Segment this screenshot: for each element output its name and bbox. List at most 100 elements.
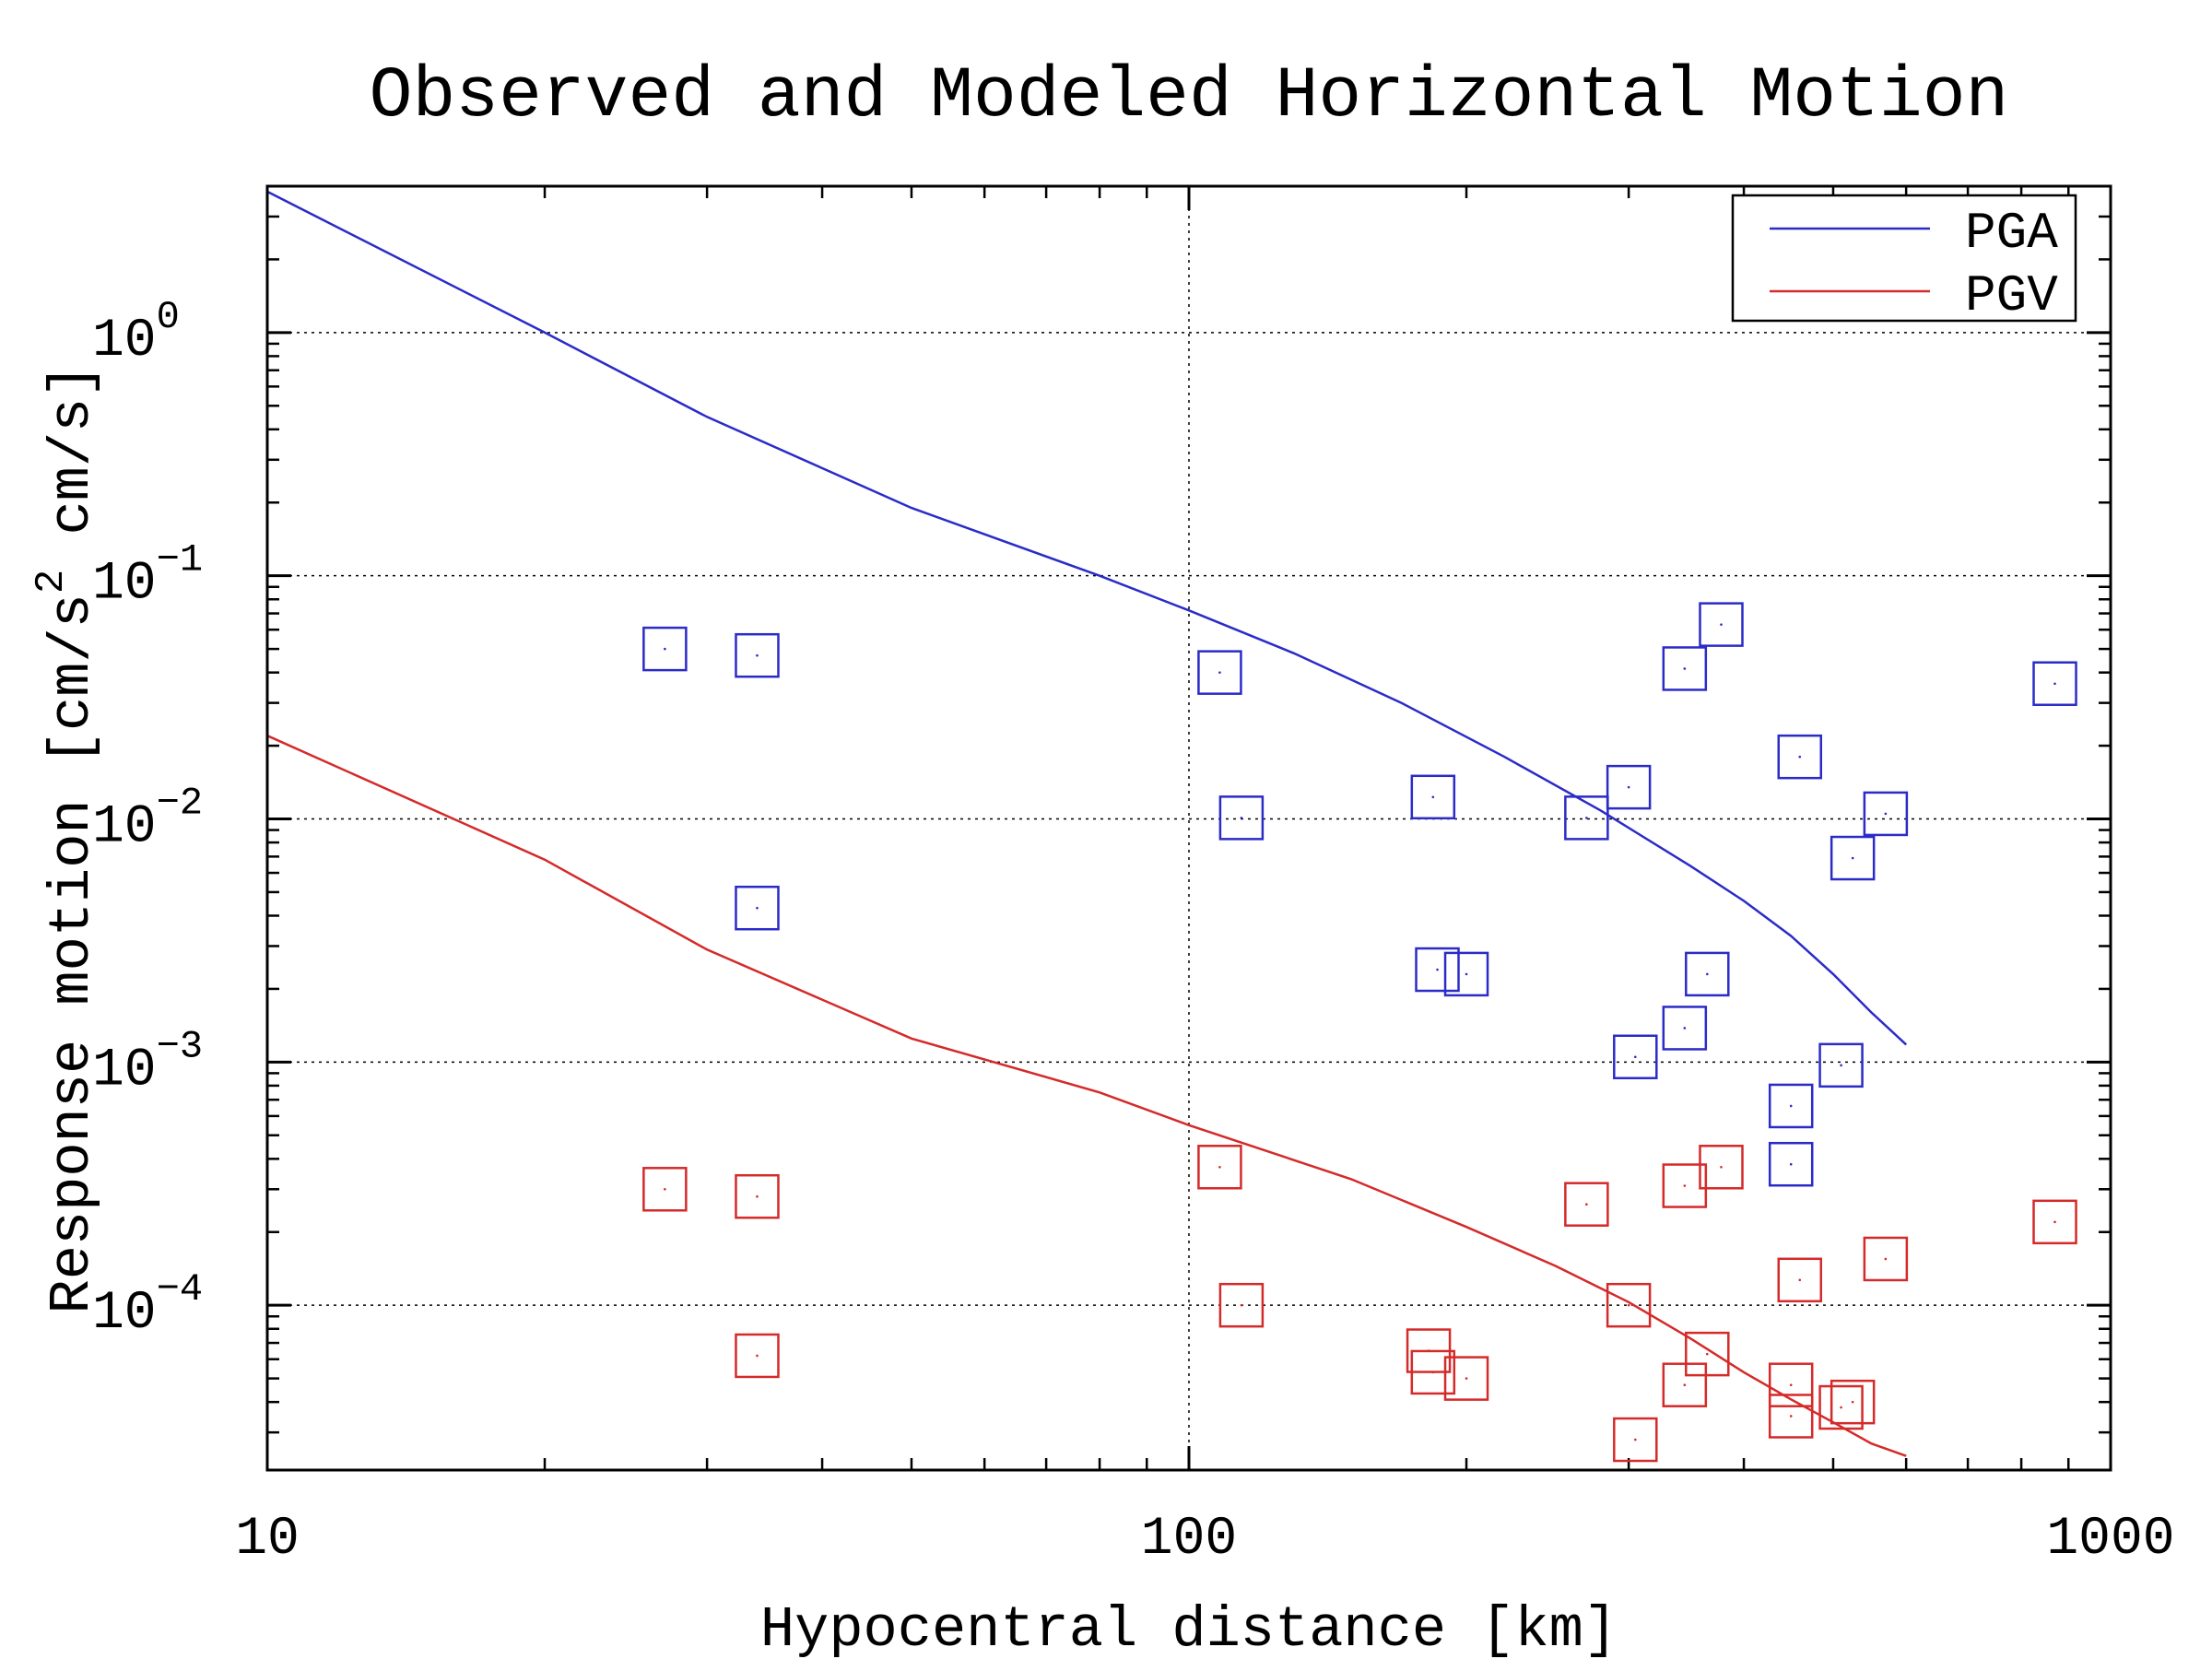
pgv-observed-point — [1768, 1362, 1814, 1407]
pga-observed-point — [1662, 646, 1708, 691]
pgv-observed-point-center — [1683, 1383, 1687, 1386]
pga-observed-point-center — [1683, 1027, 1687, 1030]
pgv-observed-point-center — [1840, 1406, 1842, 1409]
pga-observed-point-center — [1218, 671, 1221, 674]
y-tick-label-exponent: −1 — [157, 538, 203, 582]
y-tick-label-base: 10 — [92, 1041, 157, 1100]
pga-observed-point-center — [1705, 972, 1709, 976]
pgv-observed-point — [1685, 1331, 1730, 1377]
pgv-observed-point-center — [1789, 1415, 1793, 1418]
pgv-observed-point — [1613, 1417, 1658, 1463]
pga-observed-point — [1699, 602, 1744, 647]
pga-observed-point-center — [756, 653, 759, 657]
pga-observed-point — [1768, 1141, 1814, 1187]
pgv-observed-point — [1410, 1349, 1456, 1395]
pgv-observed-point — [1564, 1182, 1609, 1227]
plot-frame — [265, 184, 2112, 1472]
pgv-observed-point-center — [2053, 1220, 2056, 1224]
pga-observed-point-center — [756, 906, 759, 910]
pga-observed-point — [1768, 1083, 1814, 1129]
pga-observed-point — [1564, 795, 1609, 841]
pgv-observed-point — [1662, 1362, 1708, 1407]
y-tick-label: 10−2 — [92, 782, 203, 858]
pga-observed-point — [1830, 835, 1876, 881]
y-tick-label-exponent: −3 — [157, 1024, 203, 1068]
pga-observed-point-center — [664, 647, 666, 651]
y-tick-label-exponent: 0 — [157, 295, 180, 339]
pgv-observed-point — [1606, 1282, 1652, 1328]
pgv-observed-point — [1699, 1145, 1744, 1190]
pgv-observed-point — [1818, 1384, 1864, 1430]
chart-title: Observed and Modeled Horizontal Motion — [370, 56, 2009, 137]
y-tick-label-base: 10 — [92, 798, 157, 858]
pgv-observed-point-center — [1798, 1278, 1802, 1282]
pga-observed-point-center — [1585, 817, 1588, 819]
y-tick-label: 10−3 — [92, 1024, 203, 1100]
pga-observed-point-center — [1840, 1064, 1842, 1067]
pgv-observed-point — [1443, 1356, 1489, 1401]
pga-observed-point-center — [1627, 785, 1630, 789]
pga-observed-point-center — [1431, 795, 1435, 799]
pga-model-line — [266, 190, 1908, 1046]
pga-observed-point — [1606, 764, 1652, 810]
pga-observed-point-center — [2053, 682, 2056, 686]
legend-label-pga: PGA — [1965, 204, 2058, 263]
pga-observed-point-center — [1683, 667, 1687, 670]
pgv-observed-point-center — [756, 1354, 759, 1358]
pga-observed-point-center — [1240, 817, 1243, 819]
grid-lines — [267, 186, 2111, 1470]
pgv-observed-point — [1830, 1379, 1876, 1425]
pga-observed-point — [1777, 734, 1823, 780]
pgv-observed-point-center — [1884, 1257, 1888, 1261]
pga-observed-point-center — [1798, 755, 1802, 759]
pga-observed-point-center — [1633, 1055, 1637, 1059]
pga-observed-point — [1443, 951, 1489, 997]
pga-observed-point-center — [1884, 812, 1888, 816]
pga-observed-point-center — [1851, 856, 1854, 860]
y-axis-title-main: Response motion [cm/s — [40, 594, 105, 1313]
x-tick-label: 100 — [1141, 1510, 1237, 1570]
pgv-observed-point — [1768, 1394, 1814, 1439]
legend-box — [1731, 194, 2077, 323]
y-axis-title-superscript: 2 — [29, 570, 75, 594]
pgv-observed-point-center — [1789, 1383, 1793, 1386]
pgv-observed-point — [2032, 1199, 2077, 1245]
pga-observed-point-center — [1465, 972, 1468, 976]
pgv-observed-point-center — [1465, 1377, 1468, 1380]
y-tick-label-base: 10 — [92, 312, 157, 371]
y-tick-label-base: 10 — [92, 1284, 157, 1344]
x-tick-label: 1000 — [2046, 1510, 2174, 1570]
y-tick-label-exponent: −4 — [157, 1267, 203, 1312]
pgv-model-line — [266, 735, 1907, 1457]
pga-observed-point-center — [1436, 968, 1439, 971]
y-tick-label-exponent: −2 — [157, 782, 203, 826]
pgv-observed-point-center — [1633, 1438, 1637, 1441]
pga-observed-point — [1218, 795, 1265, 841]
pgv-observed-point-center — [1585, 1203, 1588, 1206]
y-tick-label: 10−4 — [92, 1267, 203, 1344]
y-tick-label: 100 — [92, 295, 180, 371]
pga-observed-point — [1410, 774, 1456, 820]
pgv-observed-point — [642, 1167, 688, 1212]
pgv-observed-point-center — [664, 1187, 666, 1191]
pgv-observed-point — [735, 1333, 780, 1379]
pga-observed-point — [1863, 791, 1909, 837]
pgv-observed-point-center — [1851, 1400, 1854, 1404]
pga-observed-point — [735, 885, 780, 931]
x-tick-labels: 10 100 1000 — [235, 1510, 2174, 1570]
pga-observed-point — [1197, 650, 1242, 695]
x-axis-title: Hypocentral distance [km] — [760, 1597, 1618, 1659]
plot-data — [266, 190, 2077, 1463]
pga-observed-point — [1685, 951, 1730, 997]
pga-observed-point-center — [1720, 623, 1723, 626]
pga-observed-point-center — [1789, 1104, 1793, 1108]
pga-observed-point — [735, 632, 780, 678]
pga-observed-point — [642, 626, 688, 672]
pga-observed-point — [1415, 947, 1460, 993]
pgv-observed-point-center — [756, 1194, 759, 1198]
y-tick-label-base: 10 — [92, 555, 157, 615]
pgv-observed-point-center — [1683, 1184, 1687, 1187]
